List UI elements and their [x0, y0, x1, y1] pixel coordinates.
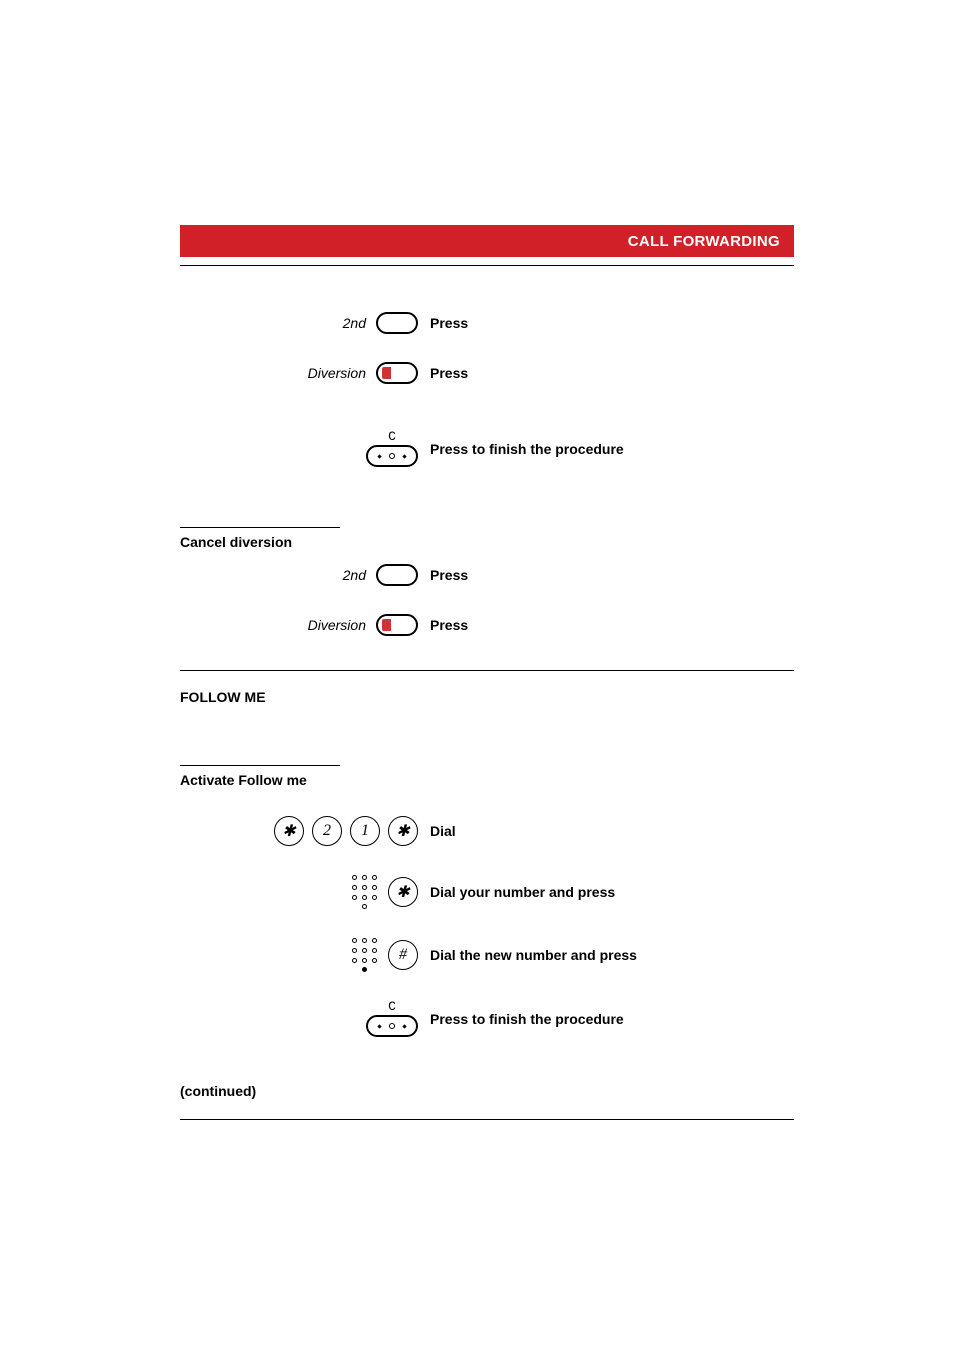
step-left: 2nd [180, 312, 430, 334]
dial-key-icon: ✱ [274, 816, 304, 846]
step-row: ✱ 2 1 ✱ Dial [180, 816, 794, 846]
clear-key-icon: C [366, 1000, 418, 1037]
step-left: Diversion [180, 614, 430, 636]
key-label: Diversion [308, 365, 366, 381]
footer-rule [180, 1119, 794, 1120]
function-key-icon [376, 564, 418, 586]
step-action: Press to finish the procedure [430, 1011, 794, 1027]
step-left: ✱ [180, 874, 430, 909]
step-left: Diversion [180, 362, 430, 384]
dial-key-icon: 1 [350, 816, 380, 846]
step-row: C Press to finish the procedure [180, 1000, 794, 1037]
step-row: C Press to finish the procedure [180, 430, 794, 467]
subsection-rule [180, 527, 340, 528]
step-left: C [180, 1000, 430, 1037]
step-action: Dial your number and press [430, 884, 794, 900]
step-left: ✱ 2 1 ✱ [180, 816, 430, 846]
dial-key-icon: 2 [312, 816, 342, 846]
step-row: 2nd Press [180, 312, 794, 334]
document-page: CALL FORWARDING 2nd Press Diversion Pres… [0, 0, 954, 1351]
step-left: # [180, 937, 430, 972]
clear-key-icon: C [366, 430, 418, 467]
section-separator [180, 670, 794, 671]
step-action: Press [430, 315, 794, 331]
dial-key-icon: ✱ [388, 816, 418, 846]
step-row: 2nd Press [180, 564, 794, 586]
step-row: ✱ Dial your number and press [180, 874, 794, 909]
function-key-red-icon [376, 614, 418, 636]
step-left: C [180, 430, 430, 467]
subsection-heading: Activate Follow me [180, 772, 794, 788]
section-header-bar: CALL FORWARDING [180, 225, 794, 257]
step-action: Press [430, 617, 794, 633]
step-left: 2nd [180, 564, 430, 586]
key-label: Diversion [308, 617, 366, 633]
section-title: FOLLOW ME [180, 689, 794, 705]
subsection-rule [180, 765, 340, 766]
dial-key-icon: ✱ [388, 877, 418, 907]
dial-key-icon: # [388, 940, 418, 970]
step-action: Press [430, 365, 794, 381]
continued-label: (continued) [180, 1083, 794, 1099]
keypad-icon [351, 874, 378, 909]
section-header-title: CALL FORWARDING [628, 233, 780, 250]
step-row: # Dial the new number and press [180, 937, 794, 972]
header-underline [180, 265, 794, 266]
dial-sequence: ✱ 2 1 ✱ [274, 816, 418, 846]
subsection-heading: Cancel diversion [180, 534, 794, 550]
step-action: Press [430, 567, 794, 583]
step-row: Diversion Press [180, 362, 794, 384]
step-row: Diversion Press [180, 614, 794, 636]
key-label: 2nd [343, 567, 366, 583]
step-action: Dial [430, 823, 794, 839]
keypad-icon [351, 937, 378, 972]
step-action: Press to finish the procedure [430, 441, 794, 457]
key-label: 2nd [343, 315, 366, 331]
function-key-red-icon [376, 362, 418, 384]
function-key-icon [376, 312, 418, 334]
step-action: Dial the new number and press [430, 947, 794, 963]
